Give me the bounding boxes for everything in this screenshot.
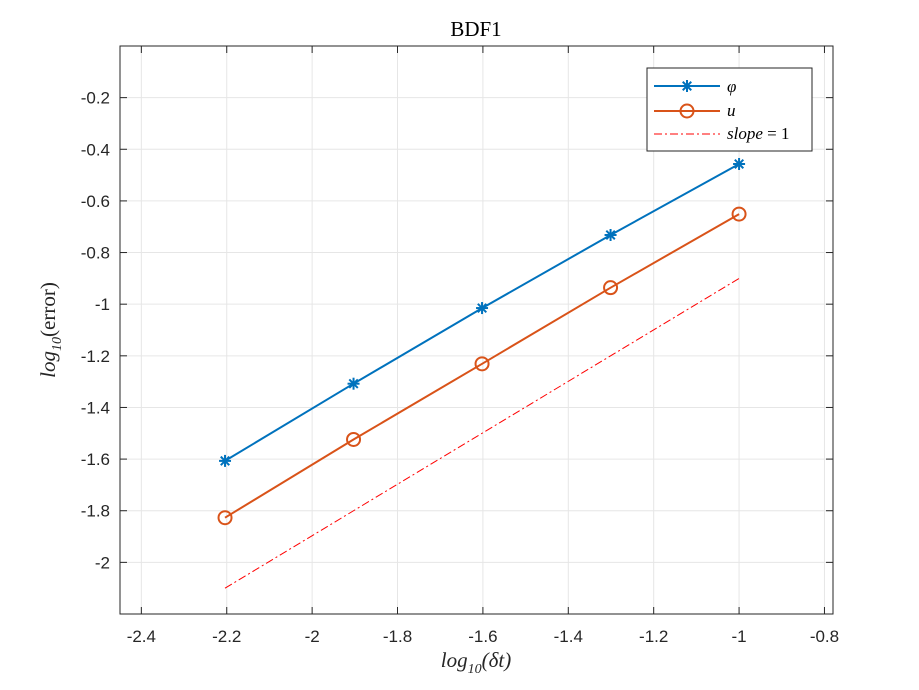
y-tick-label: -1.2 bbox=[81, 347, 110, 366]
series-line-1 bbox=[224, 213, 740, 519]
y-axis-label-paren: (error) bbox=[36, 282, 60, 337]
asterisk-stroke bbox=[734, 159, 745, 169]
data-point-phi bbox=[604, 228, 617, 241]
x-axis-label-sub: 10 bbox=[468, 662, 482, 677]
series-line-2 bbox=[224, 277, 740, 589]
data-point-phi bbox=[733, 157, 746, 170]
y-tick-label: -0.4 bbox=[81, 140, 110, 159]
asterisk-stroke bbox=[477, 303, 488, 314]
data-point-u bbox=[474, 356, 490, 372]
x-axis-label-paren: (δt) bbox=[482, 648, 512, 672]
y-tick-label: -0.6 bbox=[81, 192, 110, 211]
x-tick-label: -2.2 bbox=[212, 627, 241, 646]
y-tick-label: -1.4 bbox=[81, 398, 110, 417]
x-tick-label: -1 bbox=[732, 627, 747, 646]
data-point-u bbox=[603, 280, 619, 296]
legend: φ u slope = 1 bbox=[646, 67, 813, 152]
asterisk-stroke bbox=[220, 455, 230, 466]
x-axis-label-base: log bbox=[441, 648, 468, 672]
data-point-phi bbox=[347, 377, 360, 390]
x-tick-label: -1.8 bbox=[383, 627, 412, 646]
data-point-phi bbox=[476, 302, 489, 315]
y-tick-label: -0.8 bbox=[81, 244, 110, 263]
legend-marker-phi bbox=[681, 80, 693, 92]
legend-label-slope-eq: = bbox=[763, 124, 781, 143]
legend-asterisk bbox=[681, 80, 693, 92]
x-tick-label: -1.4 bbox=[554, 627, 583, 646]
legend-label-slope: slope = 1 bbox=[727, 124, 789, 143]
y-axis-label: log10(error) bbox=[36, 282, 65, 378]
y-axis-label-sub: 10 bbox=[50, 337, 65, 351]
x-tick-label: -1.2 bbox=[639, 627, 668, 646]
legend-label-slope-word: slope bbox=[727, 124, 763, 143]
asterisk-stroke bbox=[605, 230, 616, 240]
ticks: -2.4 -2.2 -2 -1.8 -1.6 -1.4 -1.2 -1 -0.8 -2 -1.8 -1… bbox=[81, 46, 839, 646]
y-axis-label-base: log bbox=[36, 351, 60, 378]
data-point-phi bbox=[219, 454, 232, 467]
y-tick-label: -2 bbox=[95, 553, 110, 572]
x-tick-label: -0.8 bbox=[810, 627, 839, 646]
chart-title: BDF1 bbox=[450, 17, 501, 41]
data-point-u bbox=[217, 510, 233, 526]
legend-marker-u bbox=[679, 103, 695, 119]
legend-label-phi: φ bbox=[727, 77, 736, 96]
y-tick-label: -0.2 bbox=[81, 89, 110, 108]
legend-label-slope-num: 1 bbox=[781, 124, 790, 143]
legend-box bbox=[646, 67, 813, 152]
asterisk-stroke bbox=[682, 81, 692, 91]
x-tick-label: -2.4 bbox=[127, 627, 156, 646]
legend-label-u: u bbox=[727, 101, 736, 120]
y-tick-label: -1.8 bbox=[81, 502, 110, 521]
x-tick-label: -2 bbox=[305, 627, 320, 646]
data-point-u bbox=[731, 206, 747, 222]
y-tick-label: -1 bbox=[95, 295, 110, 314]
asterisk-stroke bbox=[348, 378, 359, 389]
x-axis-label: log10(δt) bbox=[441, 648, 511, 677]
x-tick-label: -1.6 bbox=[468, 627, 497, 646]
axes-box bbox=[119, 45, 834, 615]
series-layer bbox=[217, 157, 747, 589]
data-point-u bbox=[346, 431, 362, 447]
y-tick-label: -1.6 bbox=[81, 450, 110, 469]
